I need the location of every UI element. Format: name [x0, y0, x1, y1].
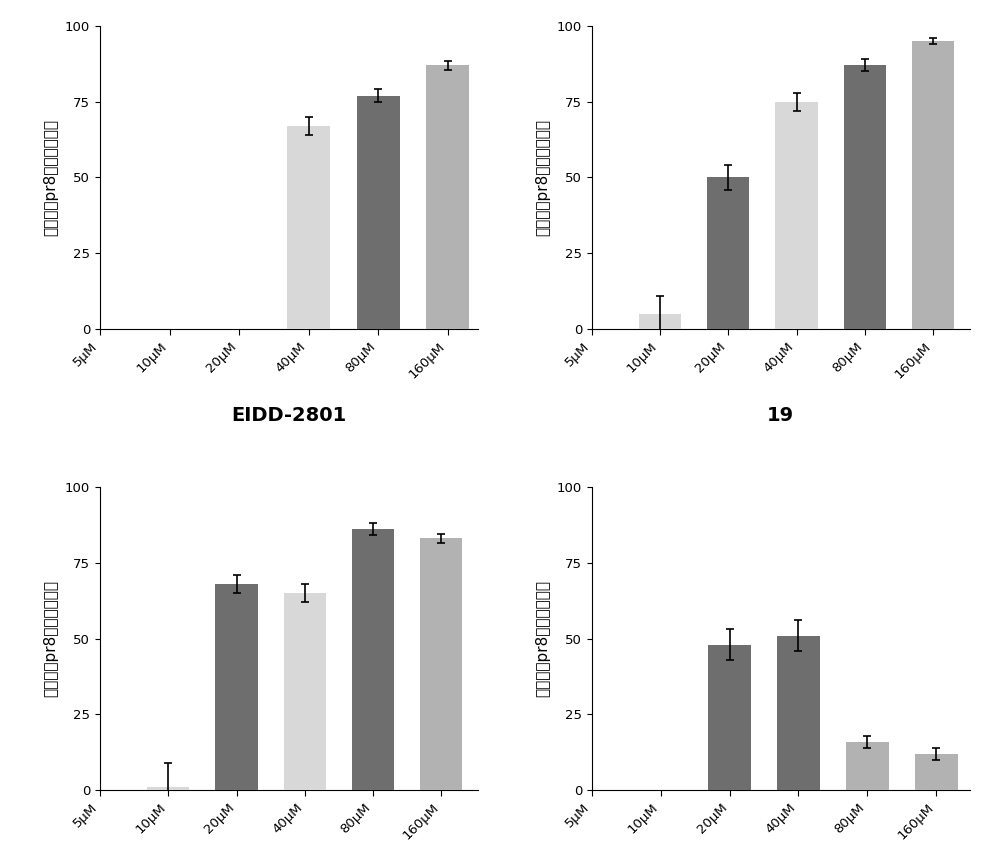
- Bar: [639, 314, 681, 329]
- Bar: [707, 178, 749, 329]
- Bar: [420, 539, 462, 790]
- X-axis label: 19: 19: [767, 405, 794, 424]
- Bar: [352, 529, 394, 790]
- Bar: [357, 95, 400, 329]
- Bar: [708, 644, 751, 790]
- Bar: [426, 65, 469, 329]
- Bar: [287, 126, 330, 329]
- Bar: [215, 584, 258, 790]
- Y-axis label: 流感病毒pr8抑制率（％）: 流感病毒pr8抑制率（％）: [43, 119, 58, 236]
- Bar: [775, 101, 818, 329]
- Bar: [844, 65, 886, 329]
- Bar: [846, 741, 889, 790]
- Bar: [912, 41, 954, 329]
- Bar: [777, 636, 820, 790]
- Bar: [915, 754, 958, 790]
- Y-axis label: 流感病毒pr8抑制率（％）: 流感病毒pr8抑制率（％）: [43, 580, 58, 698]
- Bar: [147, 787, 189, 790]
- Y-axis label: 流感病毒pr8抑制率（％）: 流感病毒pr8抑制率（％）: [535, 119, 550, 236]
- Bar: [284, 593, 326, 790]
- Y-axis label: 流感病毒pr8抑制率（％）: 流感病毒pr8抑制率（％）: [535, 580, 550, 698]
- X-axis label: EIDD-2801: EIDD-2801: [232, 405, 347, 424]
